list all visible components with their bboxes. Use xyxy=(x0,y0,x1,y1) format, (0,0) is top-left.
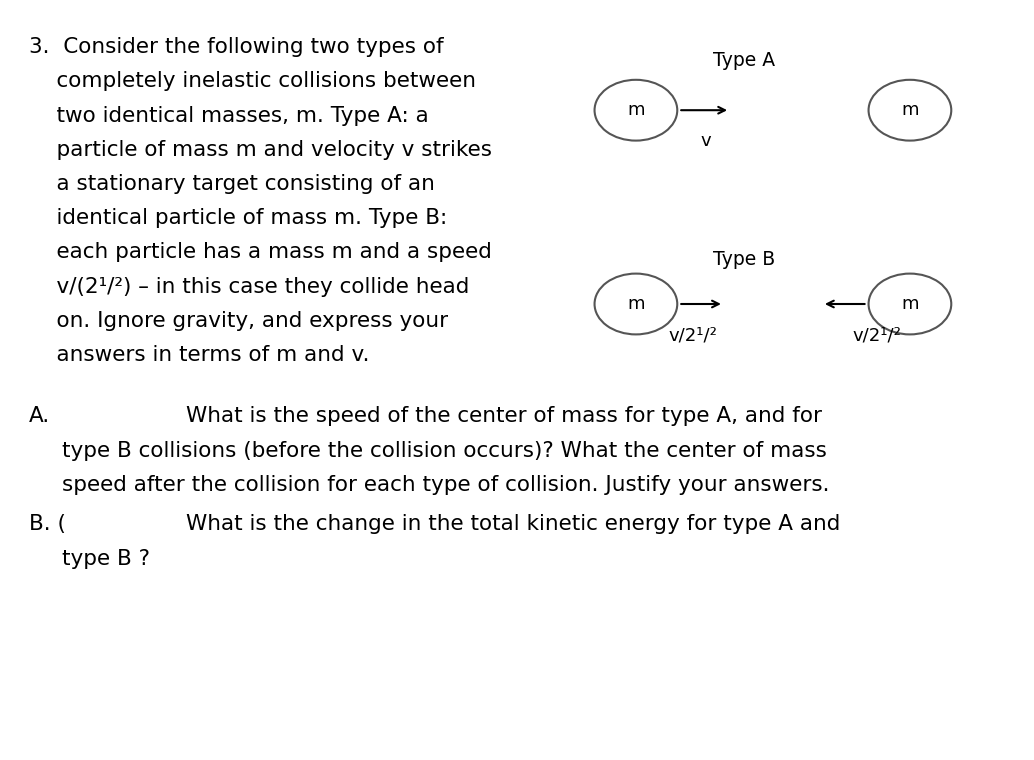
Text: completely inelastic collisions between: completely inelastic collisions between xyxy=(29,71,476,91)
Text: m: m xyxy=(902,101,918,119)
Text: v: v xyxy=(701,131,711,150)
Text: type B collisions (before the collision occurs)? What the center of mass: type B collisions (before the collision … xyxy=(62,441,827,461)
Text: a stationary target consisting of an: a stationary target consisting of an xyxy=(29,174,435,194)
Text: v/2¹/²: v/2¹/² xyxy=(668,327,718,345)
Circle shape xyxy=(595,80,677,141)
Text: two identical masses, m. Type A: a: two identical masses, m. Type A: a xyxy=(29,106,429,125)
Text: v/2¹/²: v/2¹/² xyxy=(852,327,902,345)
Text: identical particle of mass m. Type B:: identical particle of mass m. Type B: xyxy=(29,208,447,228)
Text: B. (: B. ( xyxy=(29,515,66,534)
Text: type B ?: type B ? xyxy=(62,549,150,568)
Text: particle of mass m and velocity v strikes: particle of mass m and velocity v strike… xyxy=(29,140,492,160)
Text: What is the speed of the center of mass for type A, and for: What is the speed of the center of mass … xyxy=(186,407,822,426)
Text: on. Ignore gravity, and express your: on. Ignore gravity, and express your xyxy=(29,311,448,331)
Circle shape xyxy=(595,274,677,334)
Text: Type B: Type B xyxy=(713,251,776,269)
Text: A.: A. xyxy=(29,407,51,426)
Text: answers in terms of m and v.: answers in terms of m and v. xyxy=(29,345,369,365)
Text: m: m xyxy=(902,295,918,313)
Text: m: m xyxy=(628,295,644,313)
Text: What is the change in the total kinetic energy for type A and: What is the change in the total kinetic … xyxy=(186,515,841,534)
Text: m: m xyxy=(628,101,644,119)
Text: Type A: Type A xyxy=(713,52,776,70)
Text: 3.  Consider the following two types of: 3. Consider the following two types of xyxy=(29,37,444,57)
Text: each particle has a mass m and a speed: each particle has a mass m and a speed xyxy=(29,242,492,262)
Text: v/(2¹/²) – in this case they collide head: v/(2¹/²) – in this case they collide hea… xyxy=(29,277,469,296)
Text: speed after the collision for each type of collision. Justify your answers.: speed after the collision for each type … xyxy=(62,475,829,495)
Circle shape xyxy=(869,274,951,334)
Circle shape xyxy=(869,80,951,141)
